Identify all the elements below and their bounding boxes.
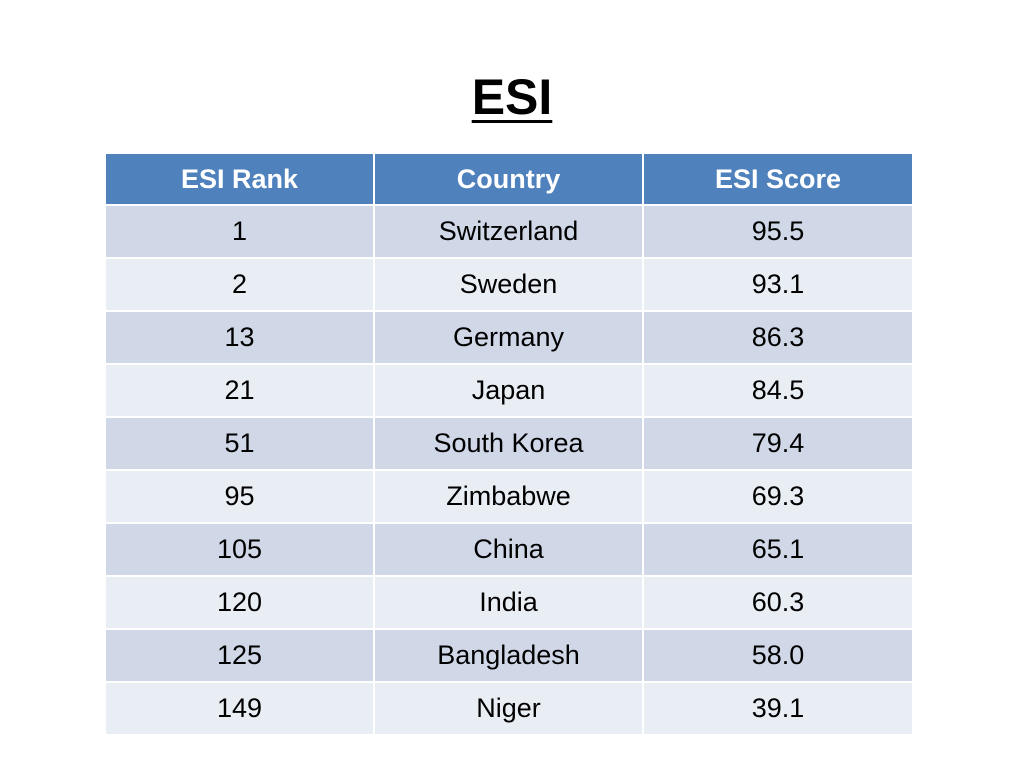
table-row: 120 India 60.3 bbox=[104, 575, 914, 630]
cell-rank: 105 bbox=[104, 522, 375, 577]
table-row: 2 Sweden 93.1 bbox=[104, 257, 914, 312]
cell-country: Sweden bbox=[373, 257, 644, 312]
cell-country: South Korea bbox=[373, 416, 644, 471]
cell-rank: 2 bbox=[104, 257, 375, 312]
cell-rank: 125 bbox=[104, 628, 375, 683]
slide-title: ESI bbox=[471, 69, 553, 125]
cell-score: 95.5 bbox=[642, 204, 914, 259]
cell-score: 39.1 bbox=[642, 681, 914, 736]
cell-score: 86.3 bbox=[642, 310, 914, 365]
table-row: 13 Germany 86.3 bbox=[104, 310, 914, 365]
cell-rank: 1 bbox=[104, 204, 375, 259]
table-row: 149 Niger 39.1 bbox=[104, 681, 914, 736]
cell-rank: 51 bbox=[104, 416, 375, 471]
cell-country: India bbox=[373, 575, 644, 630]
table-header-row: ESI Rank Country ESI Score bbox=[104, 152, 914, 206]
esi-table-container: ESI Rank Country ESI Score 1 Switzerland… bbox=[104, 152, 914, 736]
cell-rank: 95 bbox=[104, 469, 375, 524]
cell-rank: 120 bbox=[104, 575, 375, 630]
header-esi-score: ESI Score bbox=[642, 152, 914, 206]
table-row: 125 Bangladesh 58.0 bbox=[104, 628, 914, 683]
header-country: Country bbox=[373, 152, 644, 206]
cell-country: Germany bbox=[373, 310, 644, 365]
cell-country: Bangladesh bbox=[373, 628, 644, 683]
table-row: 51 South Korea 79.4 bbox=[104, 416, 914, 471]
header-esi-rank: ESI Rank bbox=[104, 152, 375, 206]
cell-score: 93.1 bbox=[642, 257, 914, 312]
cell-rank: 21 bbox=[104, 363, 375, 418]
cell-score: 58.0 bbox=[642, 628, 914, 683]
cell-country: Niger bbox=[373, 681, 644, 736]
cell-country: Zimbabwe bbox=[373, 469, 644, 524]
esi-table: ESI Rank Country ESI Score 1 Switzerland… bbox=[104, 152, 914, 736]
cell-score: 69.3 bbox=[642, 469, 914, 524]
table-row: 21 Japan 84.5 bbox=[104, 363, 914, 418]
cell-score: 79.4 bbox=[642, 416, 914, 471]
cell-country: Japan bbox=[373, 363, 644, 418]
table-row: 1 Switzerland 95.5 bbox=[104, 204, 914, 259]
cell-country: Switzerland bbox=[373, 204, 644, 259]
cell-country: China bbox=[373, 522, 644, 577]
cell-score: 84.5 bbox=[642, 363, 914, 418]
cell-rank: 149 bbox=[104, 681, 375, 736]
table-row: 95 Zimbabwe 69.3 bbox=[104, 469, 914, 524]
table-row: 105 China 65.1 bbox=[104, 522, 914, 577]
cell-score: 60.3 bbox=[642, 575, 914, 630]
cell-score: 65.1 bbox=[642, 522, 914, 577]
cell-rank: 13 bbox=[104, 310, 375, 365]
